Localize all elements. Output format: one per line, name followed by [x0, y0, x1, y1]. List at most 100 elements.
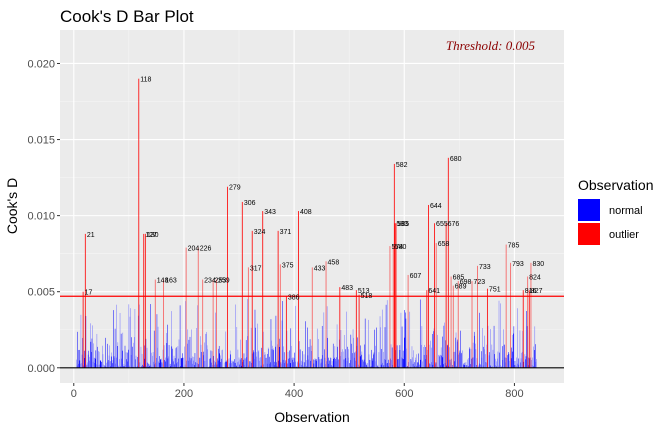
outlier-label: 698 [460, 279, 472, 286]
bar-outlier [510, 262, 512, 368]
outlier-label: 279 [229, 185, 241, 192]
outlier-label: 733 [479, 264, 491, 271]
bar-outlier [277, 230, 279, 368]
y-axis-label: Cook's D [4, 178, 20, 234]
outlier-label: 17 [85, 290, 93, 297]
bar-outlier [143, 233, 145, 368]
outlier-label: 21 [87, 232, 95, 239]
y-tick-label: 0.020 [27, 58, 55, 70]
bar-outlier [435, 243, 437, 368]
outlier-label: 317 [250, 265, 262, 272]
minor-gridlines [60, 30, 564, 383]
bar-outlier [505, 244, 507, 368]
outlier-label: 816 [525, 288, 537, 295]
bar-outlier [407, 274, 409, 368]
outlier-label: 130 [147, 232, 159, 239]
outlier-label: 234 [204, 278, 216, 285]
outlier-label: 518 [361, 293, 373, 300]
bar-outlier [138, 78, 140, 368]
legend-label-outlier: outlier [609, 229, 639, 241]
outlier-label: 386 [288, 294, 300, 301]
outlier-label: 408 [300, 209, 312, 216]
outlier-label: 723 [474, 279, 486, 286]
bar-outlier [355, 290, 357, 368]
y-tick-label: 0.015 [27, 135, 55, 147]
bar-outlier [311, 267, 313, 368]
bar-outlier [82, 291, 84, 368]
outlier-label: 793 [512, 261, 524, 268]
bar-outlier [522, 290, 524, 368]
x-tick-label: 600 [395, 388, 413, 400]
outlier-label: 583 [396, 221, 408, 228]
outlier-label: 641 [428, 288, 440, 295]
outlier-label: 580 [395, 244, 407, 251]
bar-outlier [486, 288, 488, 368]
bar-outlier [163, 279, 165, 368]
x-axis-label: Observation [274, 409, 349, 425]
y-tick-label: 0.010 [27, 211, 55, 223]
bar-outlier [447, 157, 449, 368]
outlier-label: 655 [436, 221, 448, 228]
bar-outlier [197, 247, 199, 368]
outlier-label: 574 [391, 244, 403, 251]
outlier-label: 483 [341, 285, 353, 292]
outlier-bars [82, 78, 532, 368]
outlier-label: 582 [396, 162, 408, 169]
bar-outlier [471, 281, 473, 368]
outlier-label: 685 [453, 274, 465, 281]
normal-bars [76, 299, 537, 368]
outlier-label: 204 [188, 246, 200, 253]
bar-outlier [395, 223, 397, 368]
y-tick-label: 0.000 [27, 363, 55, 375]
outlier-label: 226 [200, 246, 212, 253]
outlier-label: 785 [508, 243, 520, 250]
outlier-label: 458 [328, 259, 340, 266]
outlier-label: 680 [450, 156, 462, 163]
outlier-label: 830 [532, 261, 544, 268]
bar-outlier [247, 267, 249, 368]
legend-label-normal: normal [609, 205, 643, 217]
bar-outlier [298, 211, 299, 368]
bar-outlier [279, 264, 281, 368]
outlier-label: 644 [430, 203, 442, 210]
outlier-label: 324 [254, 229, 266, 236]
bar-outlier [445, 223, 447, 368]
outlier-label: 343 [264, 209, 276, 216]
bar-outlier [394, 223, 396, 368]
bar-outlier [339, 287, 341, 368]
bar-outlier [530, 262, 532, 368]
y-tick-label: 0.005 [27, 287, 55, 299]
legend-swatch-outlier [578, 223, 600, 245]
legend-title: Observation [578, 177, 653, 193]
outlier-label: 689 [455, 284, 467, 291]
outlier-label: 371 [280, 229, 292, 236]
bar-outlier [457, 281, 459, 368]
bar-outlier [452, 285, 454, 368]
bar-outlier [527, 276, 529, 368]
legend: Observation normal outlier [578, 177, 653, 245]
outlier-label: 513 [358, 288, 370, 295]
outlier-label: 127 [145, 232, 157, 239]
bar-outlier [285, 296, 287, 368]
legend-swatch-normal [578, 199, 600, 221]
outlier-label: 253 [215, 278, 227, 285]
outlier-label: 433 [314, 265, 326, 272]
bar-outlier [154, 279, 156, 368]
threshold-label: Threshold: 0.005 [446, 38, 536, 53]
chart-title: Cook's D Bar Plot [60, 7, 194, 26]
x-tick-label: 0 [71, 388, 77, 400]
outlier-label: 658 [438, 241, 450, 248]
bar-outlier [215, 279, 217, 368]
bar-outlier [426, 290, 428, 368]
outlier-label: 676 [448, 221, 460, 228]
bar-outlier [212, 279, 214, 368]
bar-outlier [185, 247, 187, 368]
outlier-label: 585 [398, 221, 410, 228]
x-tick-label: 800 [505, 388, 523, 400]
bar-outlier [393, 163, 395, 368]
bar-outlier [226, 186, 228, 368]
bar-outlier [251, 230, 253, 368]
outlier-label: 163 [165, 278, 177, 285]
